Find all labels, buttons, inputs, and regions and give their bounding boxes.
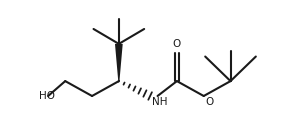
Text: NH: NH bbox=[152, 97, 167, 107]
Text: O: O bbox=[205, 97, 213, 107]
Text: HO: HO bbox=[39, 91, 55, 101]
Text: O: O bbox=[173, 39, 181, 49]
Polygon shape bbox=[115, 44, 123, 81]
